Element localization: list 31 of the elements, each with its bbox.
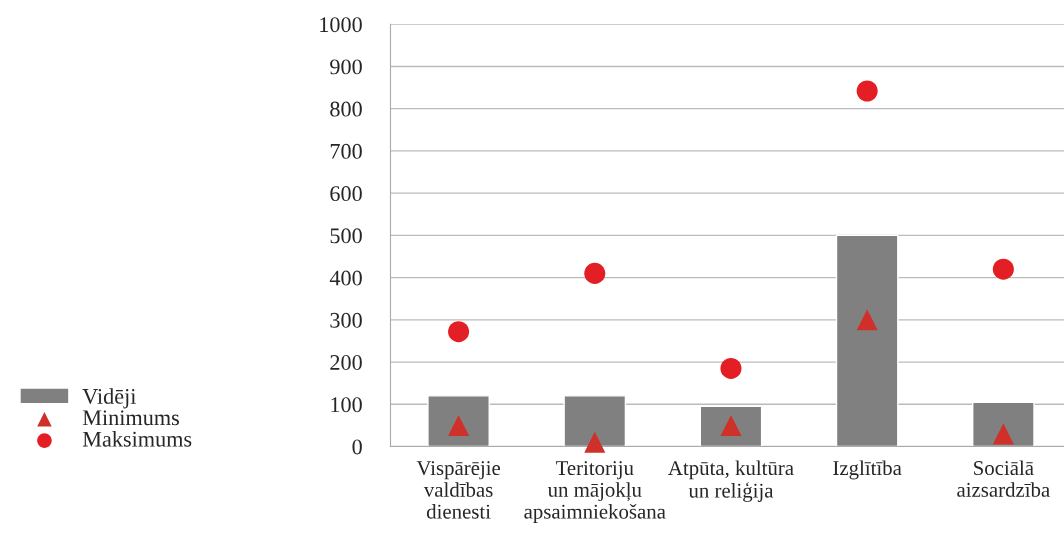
y-tick-label: 0 [352,439,362,455]
y-tick-label: 300 [330,312,362,328]
x-tick-label: Sociālā aizsardzība [957,460,1050,497]
point [584,431,606,453]
y-tick-label: 1000 [320,17,362,33]
y-tick-label: 700 [330,143,362,159]
y-tick-label: 500 [330,228,362,244]
y-tick-label: 100 [331,397,362,413]
x-tick-label: Teritoriju un mājokļu apsaimniekošana [524,461,666,523]
bar [972,401,1035,447]
bar [835,234,899,447]
y-tick-label: 200 [330,355,362,370]
x-tick-label: Izglītība [833,460,902,480]
point [720,357,742,379]
bar [427,395,490,447]
y-tick-label: 400 [329,270,362,286]
legend-label: Vidēji [82,388,137,409]
point [448,321,470,343]
legend-label: Minimums [82,410,179,426]
bar [699,405,763,447]
y-tick-label: 600 [330,186,362,202]
legend-label: Maksimums [82,431,192,447]
y-tick-label: 900 [330,59,362,75]
point [856,80,878,102]
point [856,309,878,331]
bar [563,395,627,447]
x-tick-label: Vispārējie valdības dienesti [416,461,501,519]
x-tick-label: Atpūta, kultūra un reliģija [668,460,794,502]
point [584,262,606,284]
point [992,258,1014,280]
y-tick-label: 800 [330,101,362,117]
